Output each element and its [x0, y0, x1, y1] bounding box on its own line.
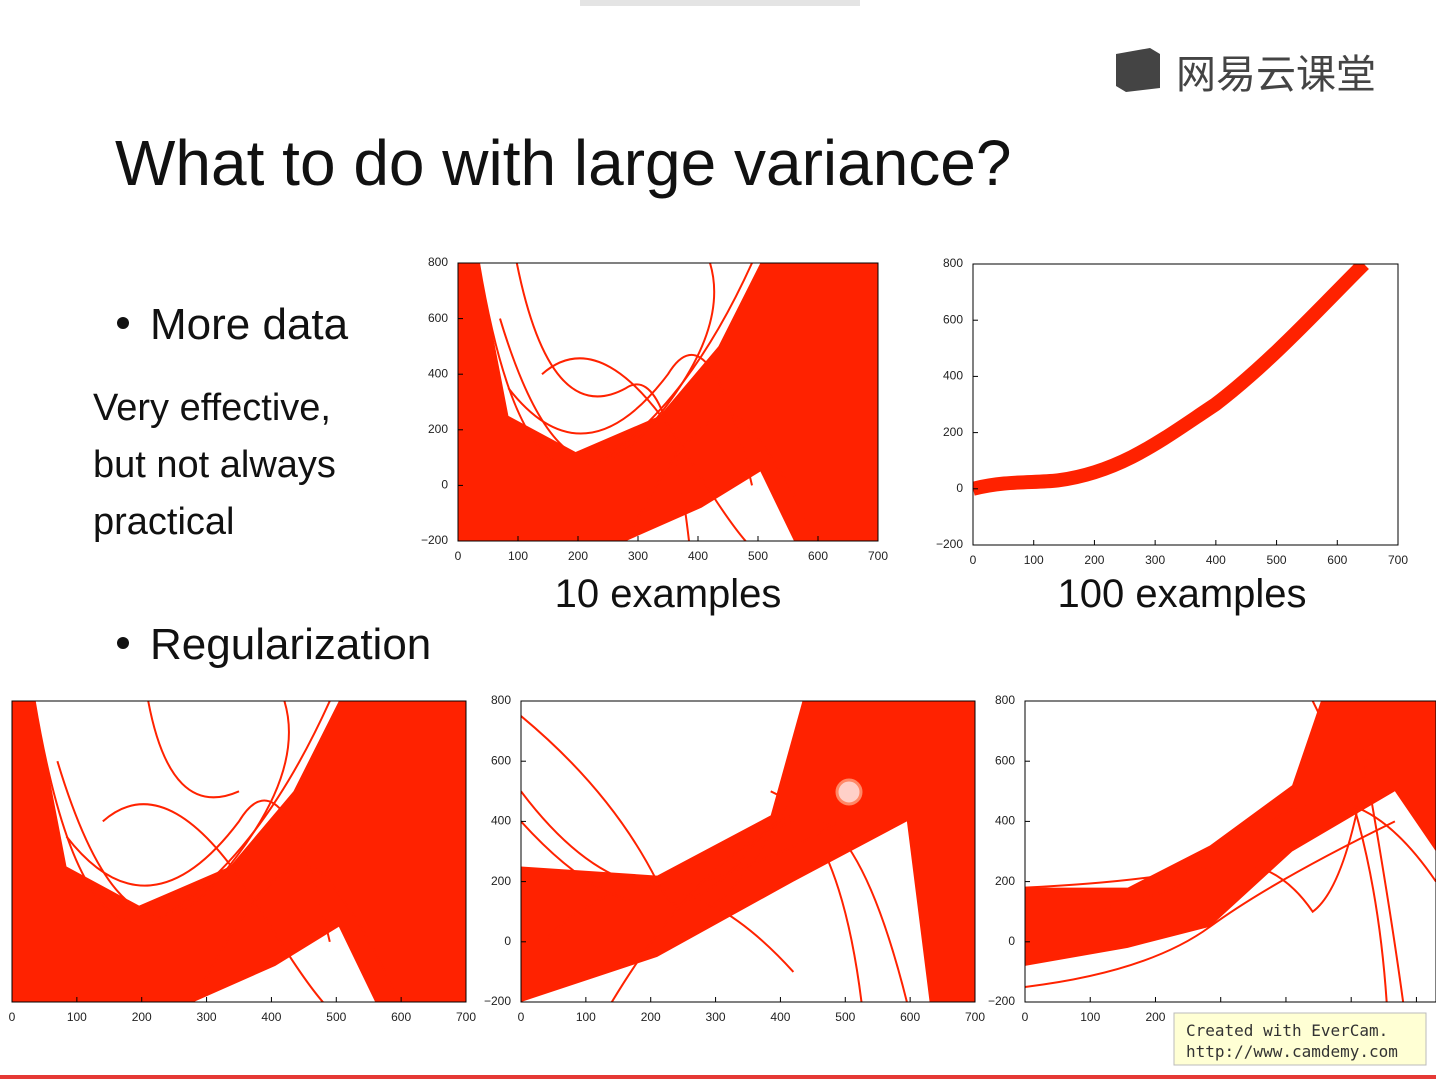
x-tick-label: 400: [261, 1010, 281, 1024]
y-tick-label: 400: [491, 814, 511, 828]
bullet-dot: [117, 637, 129, 649]
logo-text: 网易云课堂: [1176, 53, 1376, 97]
plot-frame: [1024, 700, 1436, 1003]
x-tick-label: 400: [688, 549, 708, 563]
bullet-dot: [117, 317, 129, 329]
x-tick-label: 700: [456, 1010, 476, 1024]
x-tick-label: 300: [628, 549, 648, 563]
chart-caption: 100 examples: [1057, 572, 1306, 616]
y-tick-label: 200: [428, 422, 448, 436]
y-tick-label: 400: [943, 369, 963, 383]
x-tick-label: 200: [1145, 1010, 1165, 1024]
x-tick-label: 600: [808, 549, 828, 563]
y-tick-label: 800: [995, 693, 1015, 707]
x-tick-label: 100: [1024, 553, 1044, 567]
curve-illustration: [12, 701, 466, 1002]
y-tick-label: 800: [428, 255, 448, 269]
bullet: Regularization: [150, 620, 431, 669]
x-tick-label: 300: [1145, 553, 1165, 567]
note: practical: [93, 501, 235, 543]
x-tick-label: 200: [132, 1010, 152, 1024]
y-tick-label: 600: [943, 312, 963, 326]
x-tick-label: 500: [326, 1010, 346, 1024]
curve-illustration: [1025, 701, 1436, 1002]
x-tick-label: 200: [641, 1010, 661, 1024]
x-tick-label: 600: [391, 1010, 411, 1024]
y-tick-label: 600: [428, 311, 448, 325]
y-tick-label: 0: [1008, 934, 1015, 948]
plot-frame: [457, 262, 879, 542]
y-tick-label: 400: [428, 366, 448, 380]
y-tick-label: 0: [956, 481, 963, 495]
bullet: More data: [150, 300, 349, 349]
x-tick-label: 0: [1022, 1010, 1029, 1024]
y-tick-label: −200: [988, 994, 1015, 1008]
logo: 网易云课堂: [1116, 48, 1376, 97]
curve-illustration: [521, 701, 975, 1002]
curve-illustration: [458, 263, 878, 541]
y-tick-label: −200: [421, 533, 448, 547]
bottom-bar: [0, 1075, 1436, 1079]
slide-title: What to do with large variance?: [115, 127, 1011, 199]
plot-frame: [520, 700, 976, 1003]
x-tick-label: 0: [9, 1010, 16, 1024]
x-tick-label: 200: [568, 549, 588, 563]
curve-illustration: [973, 264, 1364, 489]
y-tick-label: 0: [441, 478, 448, 492]
x-tick-label: 100: [1080, 1010, 1100, 1024]
x-tick-label: 500: [835, 1010, 855, 1024]
y-tick-label: −200: [936, 537, 963, 551]
y-tick-label: 800: [491, 693, 511, 707]
watermark-line: Created with EverCam.: [1186, 1021, 1388, 1040]
x-tick-label: 600: [1327, 553, 1347, 567]
y-tick-label: 200: [995, 874, 1015, 888]
x-tick-label: 0: [455, 549, 462, 563]
x-tick-label: 0: [518, 1010, 525, 1024]
y-tick-label: 600: [491, 753, 511, 767]
plot-frame: [972, 263, 1399, 546]
cursor: [835, 778, 863, 806]
x-tick-label: 500: [748, 549, 768, 563]
x-tick-label: 300: [706, 1010, 726, 1024]
x-tick-label: 200: [1084, 553, 1104, 567]
x-tick-label: 300: [197, 1010, 217, 1024]
top-bar: [580, 0, 860, 6]
watermark: Created with EverCam. http://www.camdemy…: [1173, 1012, 1427, 1066]
note: but not always: [93, 444, 336, 486]
x-tick-label: 400: [770, 1010, 790, 1024]
x-tick-label: 400: [1206, 553, 1226, 567]
y-tick-label: 200: [943, 425, 963, 439]
x-tick-label: 100: [576, 1010, 596, 1024]
x-tick-label: 700: [1388, 553, 1408, 567]
y-tick-label: 0: [504, 934, 511, 948]
y-tick-label: 200: [491, 874, 511, 888]
watermark-box: [1173, 1012, 1427, 1066]
note: Very effective,: [93, 387, 331, 429]
watermark-line: http://www.camdemy.com: [1186, 1042, 1398, 1061]
y-tick-label: 400: [995, 814, 1015, 828]
x-tick-label: 700: [965, 1010, 985, 1024]
x-tick-label: 500: [1267, 553, 1287, 567]
logo-icon: [1116, 48, 1160, 92]
x-tick-label: 100: [508, 549, 528, 563]
plot-frame: [11, 700, 467, 1003]
x-tick-label: 600: [900, 1010, 920, 1024]
y-tick-label: 800: [943, 256, 963, 270]
y-tick-label: 600: [995, 753, 1015, 767]
x-tick-label: 0: [970, 553, 977, 567]
x-tick-label: 700: [868, 549, 888, 563]
axes-layer: 0 100 200 300 400 500 600 700−20002004006008001…: [9, 255, 1436, 1024]
chart-caption: 10 examples: [555, 572, 782, 616]
y-tick-label: −200: [484, 994, 511, 1008]
x-tick-label: 100: [67, 1010, 87, 1024]
